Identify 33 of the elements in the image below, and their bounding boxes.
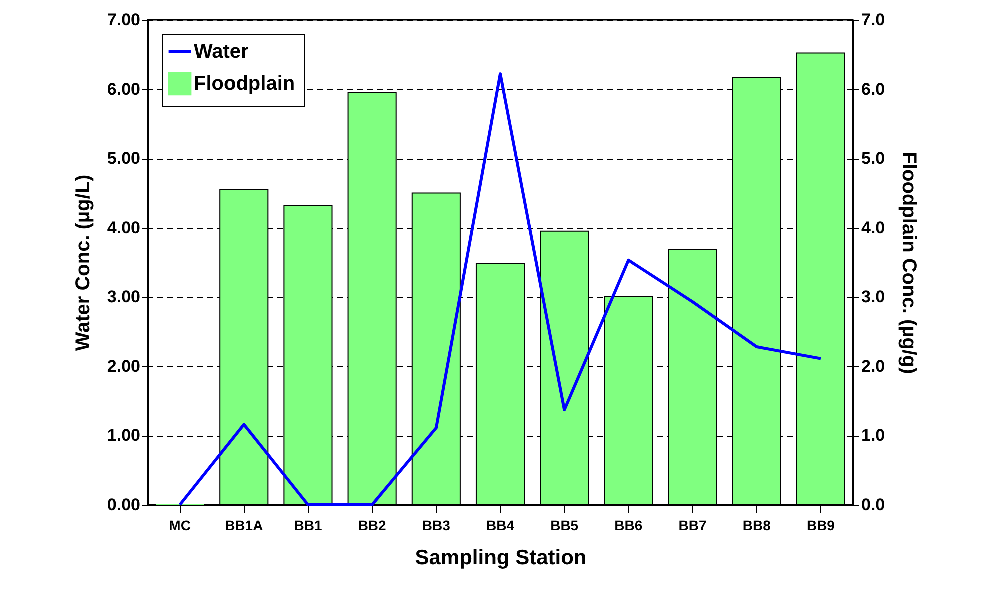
x-axis-title: Sampling Station [415,546,587,570]
y-tick-label: 3.00 [107,288,140,307]
y2-tick-label: 5.0 [862,149,886,168]
x-tick-label: MC [169,518,191,534]
y2-tick-label: 2.0 [862,356,886,376]
x-tick-label: BB1A [225,518,264,534]
y-axis-title: Water Conc. (µg/L) [72,174,94,352]
y-tick-label: 1.00 [107,426,140,446]
x-tick-label: BB2 [358,518,387,534]
y2-tick-label: 4.0 [862,218,886,238]
y-tick-label: 7.00 [107,10,140,30]
y-tick-label: 4.00 [107,218,140,238]
y-tick-label: 5.00 [107,149,140,168]
x-tick-label: BB5 [550,518,579,534]
y-tick-label: 6.00 [107,80,140,99]
x-tick-label: BB9 [806,518,836,534]
x-tick-label: BB3 [422,518,451,534]
y2-tick-label: 6.0 [862,80,886,99]
x-tick-label: BB7 [678,518,707,534]
y2-axis-title: Floodplain Conc. (µg/g) [898,152,920,374]
x-tick-label: BB6 [614,518,643,534]
y-tick-label: 2.00 [107,356,140,376]
y2-tick-label: 7.0 [862,10,886,30]
legend-label: Water [194,41,250,63]
y2-tick-label: 0.0 [862,496,886,514]
y2-tick-label: 1.0 [862,426,886,446]
x-tick-label: BB8 [742,518,772,534]
legend-label: Floodplain [194,73,296,95]
x-tick-label: BB4 [486,518,515,534]
y2-tick-label: 3.0 [862,288,886,307]
x-tick-label: BB1 [294,518,322,534]
line-series [178,72,822,506]
y-tick-label: 0.00 [107,496,140,514]
